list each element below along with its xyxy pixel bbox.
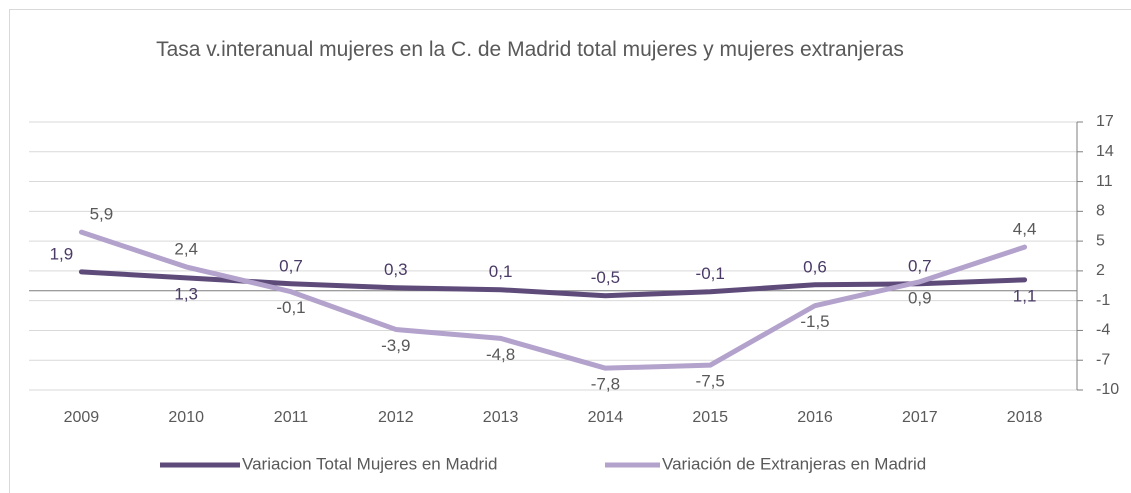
data-label: 0,9 [908,288,932,307]
y-tick-label: 5 [1096,232,1105,249]
x-tick-label: 2009 [64,409,100,426]
data-label: -3,9 [381,336,410,355]
data-label: -4,8 [486,345,515,364]
data-label: 0,7 [279,256,303,275]
series-line [78,229,1028,371]
chart-title: Tasa v.interanual mujeres en la C. de Ma… [156,38,904,61]
legend-label: Variacion Total Mujeres en Madrid [242,454,497,473]
data-label: -0,5 [591,268,620,287]
x-tick-label: 2012 [378,409,414,426]
data-label: 0,6 [803,257,827,276]
data-label: 0,3 [384,260,408,279]
legend-label: Variación de Extranjeras en Madrid [662,454,926,473]
data-label: 1,1 [1013,286,1037,305]
y-tick-label: 8 [1096,203,1105,220]
data-label: 2,4 [174,239,198,258]
x-tick-label: 2013 [483,409,519,426]
y-tick-label: 2 [1096,262,1105,279]
x-tick-label: 2015 [692,409,728,426]
data-label: 0,7 [908,256,932,275]
y-tick-label: -4 [1096,322,1110,339]
x-tick-label: 2016 [797,409,833,426]
y-tick-label: 14 [1096,143,1114,160]
x-tick-label: 2011 [274,409,309,426]
x-tick-label: 2017 [902,409,938,426]
y-tick-label: 17 [1096,113,1114,130]
y-tick-label: -1 [1096,292,1110,309]
data-label: -7,8 [591,375,620,394]
data-label: -1,5 [800,312,829,331]
data-label: -7,5 [696,372,725,391]
data-label: 4,4 [1013,220,1037,239]
x-tick-label: 2018 [1007,409,1043,426]
y-tick-label: -10 [1096,381,1119,398]
y-tick-label: 11 [1096,173,1113,190]
data-label: 0,1 [489,262,513,281]
data-label: -0,1 [696,264,725,283]
y-tick-label: -7 [1096,351,1110,368]
data-label: 5,9 [90,205,114,224]
data-label: 1,3 [174,284,198,303]
chart-border [9,9,1131,493]
x-tick-label: 2014 [588,409,624,426]
x-tick-label: 2010 [168,409,204,426]
data-label: -0,1 [276,298,305,317]
data-label: 1,9 [50,244,74,263]
